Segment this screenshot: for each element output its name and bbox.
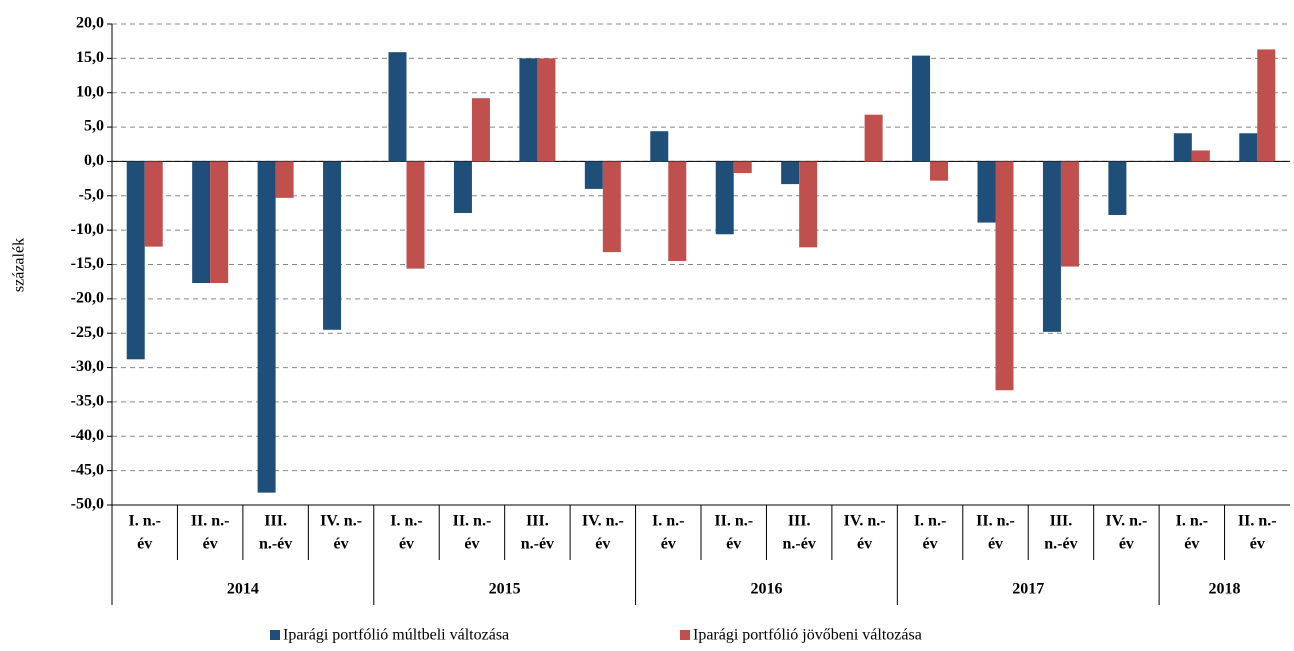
y-tick-label: -30,0 (71, 358, 104, 375)
x-tick-label: I. n.- (1176, 513, 1208, 530)
x-tick-label: n.-év (783, 536, 816, 553)
group-label: 2016 (750, 581, 782, 598)
y-tick-label: -35,0 (71, 393, 104, 410)
bar (715, 161, 734, 235)
x-tick-label: IV. n.- (582, 513, 624, 530)
y-tick-label: 5,0 (84, 118, 104, 135)
y-tick-label: 10,0 (76, 83, 104, 100)
bar (519, 58, 538, 162)
group-label: 2014 (227, 581, 259, 598)
y-axis-title: százalék (11, 238, 28, 292)
legend-swatch (680, 630, 690, 640)
y-tick-label: -45,0 (71, 461, 104, 478)
y-tick-label: 15,0 (76, 49, 104, 66)
bar (1173, 133, 1192, 162)
bar (650, 131, 669, 162)
bar (275, 161, 294, 198)
x-tick-label: év (464, 536, 479, 553)
x-tick-label: IV. n.- (1105, 513, 1147, 530)
x-tick-label: n.-év (259, 536, 292, 553)
x-tick-label: II. n.- (976, 513, 1015, 530)
bar (584, 161, 603, 189)
bar (126, 161, 145, 360)
x-tick-label: év (661, 536, 676, 553)
x-tick-label: I. n.- (390, 513, 422, 530)
x-tick-label: I. n.- (128, 513, 160, 530)
x-tick-label: IV. n.- (320, 513, 362, 530)
bar (799, 161, 818, 248)
x-tick-label: év (988, 536, 1003, 553)
y-tick-label: -10,0 (71, 221, 104, 238)
bar (977, 161, 996, 223)
x-tick-label: n.-év (521, 536, 554, 553)
bar (1257, 49, 1276, 162)
bar (1060, 161, 1079, 267)
y-tick-label: -15,0 (71, 255, 104, 272)
bar (1191, 150, 1210, 162)
bar (257, 161, 276, 493)
y-tick-label: -5,0 (79, 186, 104, 203)
x-tick-label: I. n.- (914, 513, 946, 530)
bar (537, 58, 556, 162)
bar (388, 52, 407, 162)
bar (192, 161, 211, 284)
x-tick-label: III. (526, 513, 549, 530)
x-tick-label: I. n.- (652, 513, 684, 530)
legend-swatch (270, 630, 280, 640)
x-tick-label: év (1250, 536, 1265, 553)
x-tick-label: év (1184, 536, 1199, 553)
y-tick-label: -20,0 (71, 290, 104, 307)
x-tick-label: IV. n.- (844, 513, 886, 530)
x-tick-label: III. (264, 513, 287, 530)
y-tick-label: -25,0 (71, 324, 104, 341)
y-tick-label: -40,0 (71, 427, 104, 444)
bar (471, 98, 490, 162)
x-tick-label: év (923, 536, 938, 553)
bar (453, 161, 472, 213)
bar (781, 161, 800, 185)
bar (602, 161, 621, 253)
bar (1042, 161, 1061, 332)
x-tick-label: év (137, 536, 152, 553)
y-tick-label: 20,0 (76, 15, 104, 32)
bar (995, 161, 1014, 391)
bar (210, 161, 229, 284)
x-tick-label: III. (788, 513, 811, 530)
bar (912, 55, 931, 162)
group-label: 2017 (1012, 581, 1044, 598)
x-tick-label: év (203, 536, 218, 553)
x-tick-label: II. n.- (191, 513, 230, 530)
bar (668, 161, 687, 262)
y-tick-label: -50,0 (71, 496, 104, 513)
bar (406, 161, 425, 269)
x-tick-label: II. n.- (453, 513, 492, 530)
legend-label: Iparági portfólió jövőbeni változása (693, 627, 922, 644)
y-tick-label: 0,0 (84, 152, 104, 169)
bar (144, 161, 163, 247)
x-tick-label: II. n.- (1238, 513, 1277, 530)
x-tick-label: II. n.- (714, 513, 753, 530)
x-tick-label: év (399, 536, 414, 553)
bar (733, 161, 752, 174)
x-tick-label: III. (1050, 513, 1073, 530)
group-label: 2018 (1209, 581, 1241, 598)
bar (864, 114, 883, 162)
x-tick-label: év (857, 536, 872, 553)
x-tick-label: év (595, 536, 610, 553)
bar (323, 161, 342, 330)
x-tick-label: év (334, 536, 349, 553)
group-label: 2015 (489, 581, 521, 598)
bar (1108, 161, 1127, 216)
legend-label: Iparági portfólió múltbeli változása (283, 627, 509, 644)
bar (930, 161, 949, 181)
bar (1239, 133, 1258, 162)
x-tick-label: n.-év (1044, 536, 1077, 553)
x-tick-label: év (1119, 536, 1134, 553)
x-tick-label: év (726, 536, 741, 553)
